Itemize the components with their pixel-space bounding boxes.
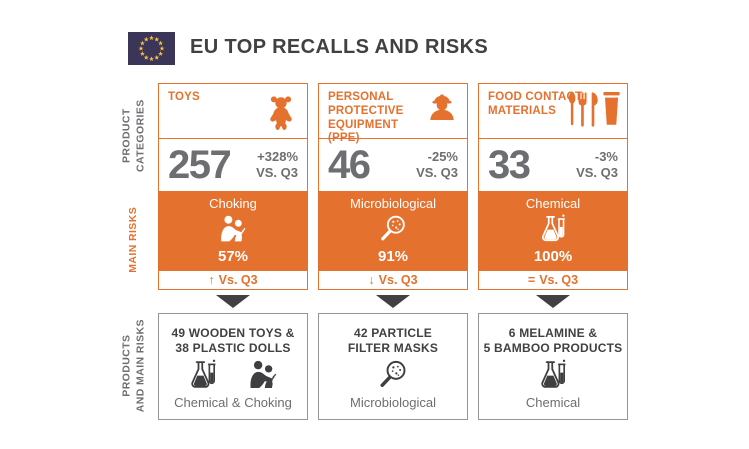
chemical-flask-icon [185,358,221,394]
eu-flag-icon [128,32,175,65]
products-title: 42 PARTICLE FILTER MASKS [347,326,439,355]
recall-stats: 33 -3% VS. Q3 [479,139,627,191]
microbes-magnifier-icon [376,213,410,247]
doll-icon [262,90,300,134]
risk-trend: ↑ Vs. Q3 [159,271,307,289]
recall-change-percent: +328% [257,148,298,164]
sidebar-label-main-risks: MAIN RISKS [127,206,140,273]
category-header: FOOD CONTACT MATERIALS [479,84,627,139]
recall-change: -3% VS. Q3 [576,149,618,182]
trend-period: Vs. Q3 [218,273,258,287]
recall-change-percent: -25% [427,148,458,164]
products-title: 6 MELAMINE & 5 BAMBOO PRODUCTS [483,326,623,355]
main-risk-block: Microbiological 91% [319,191,467,271]
category-title: TOYS [168,91,200,103]
category-header: PERSONAL PROTECTIVE EQUIPMENT (PPE) [319,84,467,144]
recall-change-period: VS. Q3 [416,165,458,180]
products-icons [535,358,571,394]
recall-change: -25% VS. Q3 [416,149,458,182]
down-arrow-icon [536,295,570,308]
choking-icon [216,213,250,247]
products-risk-label: Chemical [525,395,581,410]
products-risk-label: Microbiological [350,395,436,410]
trend-down-icon: ↓ [368,273,375,287]
products-title: 49 WOODEN TOYS & 38 PLASTIC DOLLS [171,326,295,355]
microbes-magnifier-icon [375,358,411,394]
down-arrow-icon [376,295,410,308]
trend-equal-icon: = [527,273,536,287]
trend-period: Vs. Q3 [378,273,418,287]
choking-icon [245,358,281,394]
worker-helmet-icon [425,91,459,125]
main-risk-block: Choking 57% [159,191,307,271]
recall-count: 46 [328,143,371,187]
main-risk-percent: 100% [533,248,573,265]
recall-change-percent: -3% [594,148,618,164]
products-card: 6 MELAMINE & 5 BAMBOO PRODUCTS Chemical [478,313,628,420]
products-icons [375,358,411,394]
products-risk-label: Chemical & Choking [174,395,292,410]
products-icons [185,358,281,394]
category-title: FOOD CONTACT MATERIALS [488,91,583,117]
trend-period: Vs. Q3 [539,273,579,287]
main-risk-name: Chemical [525,196,581,211]
category-card: TOYS 257 +328% VS. Q3 Choking 57% ↑ Vs. … [158,83,308,290]
recall-stats: 257 +328% VS. Q3 [159,139,307,191]
products-card: 42 PARTICLE FILTER MASKS Microbiological [318,313,468,420]
recall-change-period: VS. Q3 [576,165,618,180]
category-card: FOOD CONTACT MATERIALS 33 -3% VS. Q3 Che… [478,83,628,290]
category-title: PERSONAL PROTECTIVE EQUIPMENT (PPE) [328,91,404,145]
recall-stats: 46 -25% VS. Q3 [319,139,467,191]
products-card: 49 WOODEN TOYS & 38 PLASTIC DOLLS Chemic… [158,313,308,420]
recall-change-period: VS. Q3 [256,165,298,180]
cutlery-cup-icon [565,91,621,129]
main-risk-percent: 91% [377,248,409,265]
recall-change: +328% VS. Q3 [256,149,298,182]
chemical-flask-icon [536,213,570,247]
main-risk-block: Chemical 100% [479,191,627,271]
category-header: TOYS [159,84,307,139]
page-title: EU TOP RECALLS AND RISKS [190,36,489,58]
column-ppe: PERSONAL PROTECTIVE EQUIPMENT (PPE) 46 -… [318,83,468,423]
chemical-flask-icon [535,358,571,394]
column-food-contact-materials: FOOD CONTACT MATERIALS 33 -3% VS. Q3 Che… [478,83,628,423]
trend-up-icon: ↑ [208,273,215,287]
sidebar-label-products-and-main-risks: PRODUCTS AND MAIN RISKS [120,319,146,413]
recall-count: 33 [488,143,531,187]
column-toys: TOYS 257 +328% VS. Q3 Choking 57% ↑ Vs. … [158,83,308,423]
risk-trend: ↓ Vs. Q3 [319,271,467,289]
main-risk-name: Microbiological [350,196,436,211]
main-risk-name: Choking [209,196,257,211]
main-risk-percent: 57% [217,248,249,265]
category-card: PERSONAL PROTECTIVE EQUIPMENT (PPE) 46 -… [318,83,468,290]
down-arrow-icon [216,295,250,308]
risk-trend: = Vs. Q3 [479,271,627,289]
recall-count: 257 [168,143,232,187]
sidebar-label-product-categories: PRODUCT CATEGORIES [120,99,146,172]
